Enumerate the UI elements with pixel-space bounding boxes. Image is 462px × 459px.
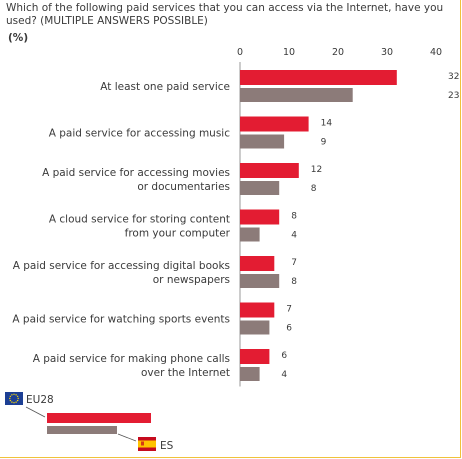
eu-star xyxy=(13,402,15,404)
bar-es xyxy=(240,134,285,149)
bar-eu28 xyxy=(240,302,275,318)
bar-es xyxy=(240,181,280,195)
bar-es xyxy=(240,367,260,381)
legend-es-leader xyxy=(117,433,137,442)
category-label: A paid service for accessing movies xyxy=(42,167,230,179)
legend-eu28-swatch xyxy=(47,413,151,423)
x-tick-label: 20 xyxy=(332,47,344,58)
data-label-eu28: 7 xyxy=(286,305,292,315)
category-label: from your computer xyxy=(125,228,231,240)
eu-star xyxy=(9,397,11,400)
bar-es xyxy=(240,88,353,102)
eu-star xyxy=(15,394,17,396)
x-tick-label: 10 xyxy=(283,47,295,58)
eu-star xyxy=(9,399,12,402)
data-label-eu28: 32 xyxy=(448,72,459,82)
category-label: A paid service for accessing digital boo… xyxy=(13,260,230,272)
data-label-es: 4 xyxy=(291,231,297,241)
data-label-eu28: 7 xyxy=(291,258,297,268)
category-label: or documentaries xyxy=(137,181,230,193)
x-tick-label: 0 xyxy=(237,47,243,58)
chart-unit: (%) xyxy=(8,32,29,44)
bar-eu28 xyxy=(240,163,299,178)
data-label-eu28: 6 xyxy=(281,351,287,361)
category-label: A paid service for accessing music xyxy=(49,128,230,140)
data-label-es: 23 xyxy=(448,91,459,101)
legend-es-swatch xyxy=(47,426,117,434)
bars-group: 32 23 At least one paid service 14 9 A paid s… xyxy=(12,70,459,381)
eu-star xyxy=(9,395,12,398)
legend-eu28-leader xyxy=(25,406,46,418)
legend-eu28-label: EU28 xyxy=(26,394,54,406)
x-tick-label: 30 xyxy=(381,47,393,58)
category-label: A paid service for making phone calls xyxy=(33,353,230,365)
data-label-eu28: 14 xyxy=(321,119,333,129)
bar-es xyxy=(240,274,280,288)
bar-eu28 xyxy=(240,349,270,364)
category-label: or newspapers xyxy=(153,274,230,286)
x-axis-ticks: 0 10 20 30 40 xyxy=(237,47,442,58)
category-label: over the Internet xyxy=(141,367,230,379)
legend: EU28 ES xyxy=(5,392,174,452)
data-label-eu28: 8 xyxy=(291,212,297,222)
category-label: A paid service for watching sports event… xyxy=(12,314,230,326)
bar-es xyxy=(240,320,270,335)
data-label-es: 4 xyxy=(281,370,287,380)
data-label-eu28: 12 xyxy=(311,165,322,175)
bar-eu28 xyxy=(240,209,280,225)
eu-star xyxy=(16,395,19,398)
bar-es xyxy=(240,227,260,242)
data-label-es: 8 xyxy=(311,184,317,194)
eu-star xyxy=(15,401,17,403)
data-label-es: 8 xyxy=(291,277,297,287)
data-label-es: 9 xyxy=(321,138,327,148)
x-tick-label: 40 xyxy=(430,47,442,58)
eu-star xyxy=(16,399,19,402)
spain-flag-icon xyxy=(138,437,156,451)
bar-eu28 xyxy=(240,70,397,85)
eu-star xyxy=(11,401,13,403)
bar-eu28 xyxy=(240,256,275,271)
eu-star xyxy=(11,394,13,396)
chart-question: Which of the following paid services tha… xyxy=(6,2,444,27)
data-label-es: 6 xyxy=(286,324,292,334)
eu-star xyxy=(17,397,19,400)
legend-es-label: ES xyxy=(160,440,174,452)
eu-star xyxy=(13,393,15,395)
eu-flag-icon xyxy=(5,392,23,405)
category-label: At least one paid service xyxy=(100,81,230,93)
category-label: A cloud service for storing content xyxy=(49,214,230,226)
bar-eu28 xyxy=(240,116,309,132)
